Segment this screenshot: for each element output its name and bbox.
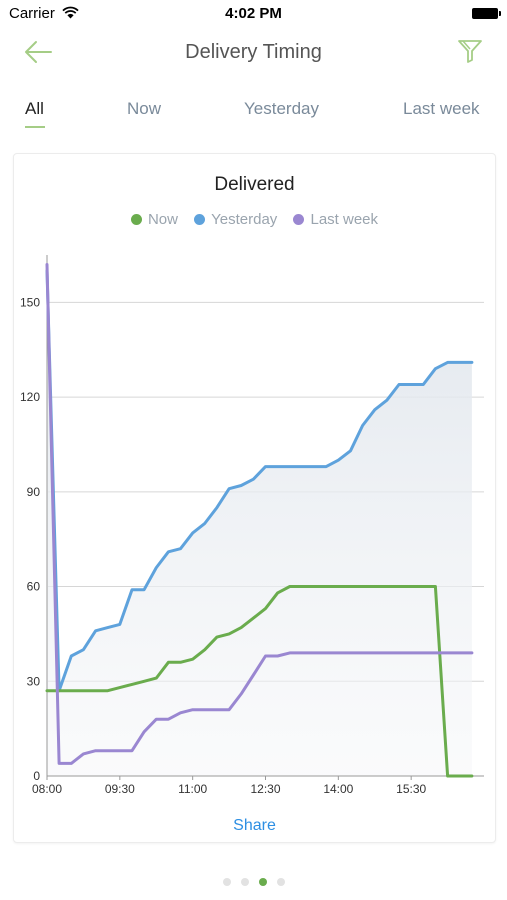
tab-all[interactable]: All <box>25 99 44 118</box>
share-button[interactable]: Share <box>233 817 276 834</box>
legend-dot-last-week <box>293 214 305 225</box>
page-dot-active[interactable] <box>258 878 267 886</box>
status-bar: Carrier 4:02 PM <box>0 0 507 28</box>
series-line-now <box>45 585 474 778</box>
active-tab-indicator <box>25 126 45 128</box>
yesterday-area-fill <box>47 270 472 776</box>
segment-tabs: All Now Yesterday Last week <box>0 95 507 135</box>
chart-title: Delivered <box>214 174 295 195</box>
x-tick-label: 08:00 <box>32 782 62 796</box>
filter-icon[interactable] <box>457 38 483 64</box>
carrier-label: Carrier <box>9 5 55 22</box>
legend-item-yesterday[interactable]: Yesterday <box>194 211 277 228</box>
battery-icon <box>472 8 501 19</box>
x-tick-label: 11:00 <box>178 782 207 796</box>
page-dot[interactable] <box>222 878 231 886</box>
legend-label-yesterday: Yesterday <box>211 211 278 228</box>
legend-label-last-week: Last week <box>310 211 379 228</box>
legend-label-now: Now <box>147 211 178 228</box>
share-row: Share <box>14 817 495 835</box>
y-tick-label: 120 <box>20 390 40 404</box>
wifi-icon <box>62 6 79 19</box>
chart-legend: Now Yesterday Last week <box>14 211 495 228</box>
legend-dot-yesterday <box>194 214 206 225</box>
x-tick-label: 15:30 <box>396 782 426 796</box>
navigation-bar: Delivery Timing <box>0 28 507 76</box>
tab-last-week[interactable]: Last week <box>403 99 480 118</box>
y-tick-label: 30 <box>27 674 41 688</box>
page-dot[interactable] <box>240 878 249 886</box>
legend-item-now[interactable]: Now <box>130 211 178 228</box>
clock: 4:02 PM <box>225 5 282 22</box>
back-arrow-icon[interactable] <box>22 38 54 66</box>
x-tick-label: 12:30 <box>250 782 280 796</box>
series-line-last-week <box>45 263 474 765</box>
chart-card: Delivered Now Yesterday Last week 0 30 60 9… <box>13 153 496 843</box>
y-tick-label: 90 <box>27 485 41 499</box>
tab-yesterday[interactable]: Yesterday <box>244 99 319 118</box>
series-line-yesterday <box>45 269 474 693</box>
y-tick-label: 150 <box>20 295 40 309</box>
y-tick-label: 60 <box>27 580 41 594</box>
tab-now[interactable]: Now <box>127 99 162 118</box>
line-chart: 0 30 60 90 120 150 08:00 09:30 11:00 12:30 14:00 15… <box>20 255 484 796</box>
legend-item-last-week[interactable]: Last week <box>293 211 378 228</box>
y-tick-label: 0 <box>33 769 40 783</box>
page-title: Delivery Timing <box>185 41 322 63</box>
x-tick-label: 09:30 <box>105 782 135 796</box>
page-dot[interactable] <box>276 878 285 886</box>
legend-dot-now <box>130 214 142 225</box>
page-indicator <box>0 873 507 891</box>
x-tick-label: 14:00 <box>323 782 353 796</box>
